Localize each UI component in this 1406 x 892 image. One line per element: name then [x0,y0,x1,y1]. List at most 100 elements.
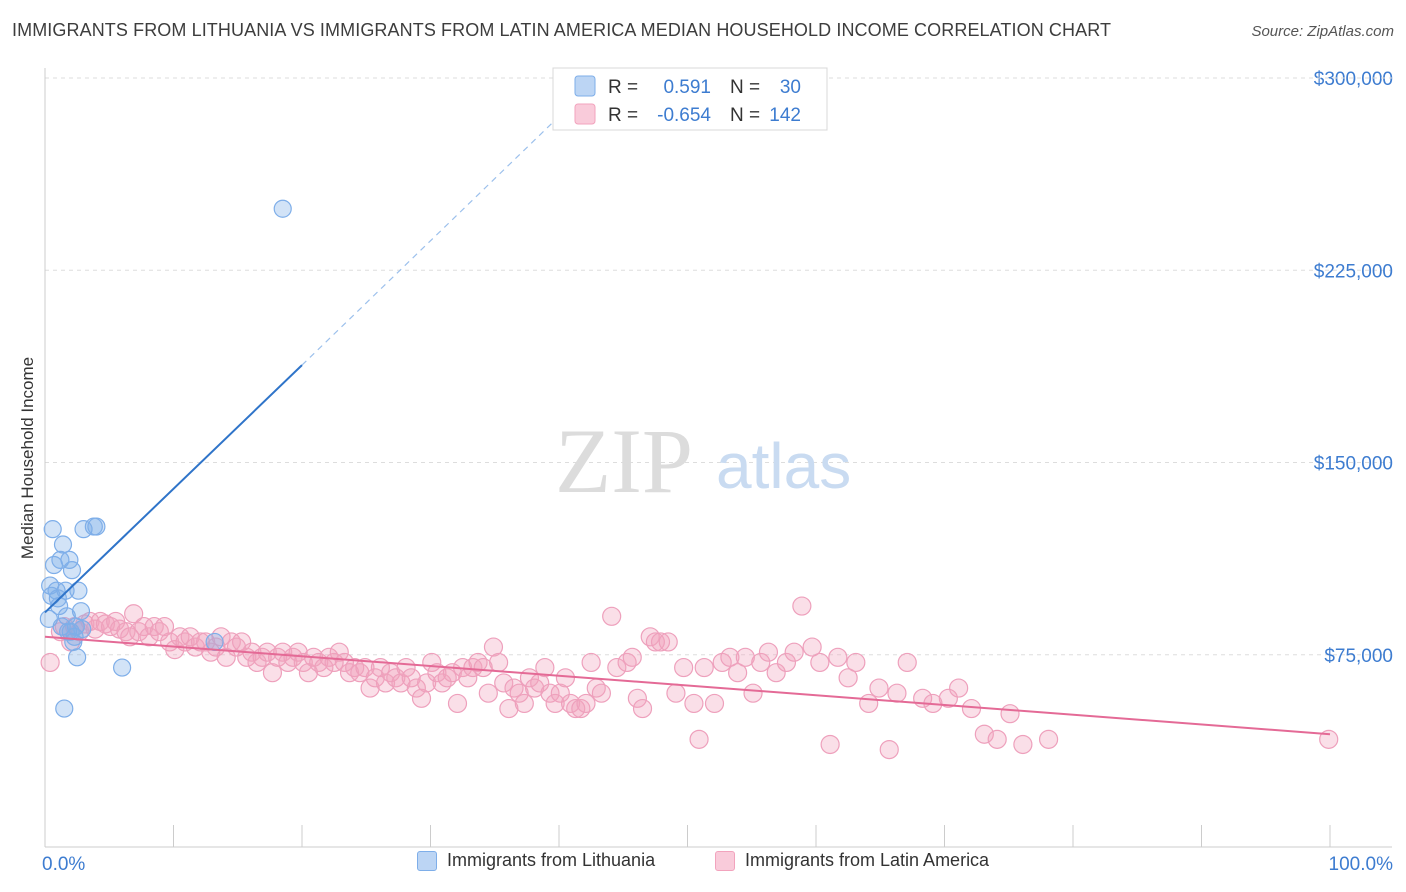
y-tick-label: $75,000 [1324,646,1393,667]
latin-america-point [540,683,560,703]
watermark-atlas: atlas [716,430,851,502]
lithuania-trend-extension [301,116,560,366]
latin-america-point [658,632,678,652]
latin-america-point [961,698,982,719]
latin-america-trend-line [44,635,1331,736]
latin-america-point [545,693,565,714]
latin-america-point [632,698,653,719]
latin-america-point [1038,729,1059,749]
latin-america-point [334,652,355,673]
latin-america-point [190,632,211,652]
latin-america-point [417,673,437,693]
legend-r-value: 0.591 [663,77,711,98]
latin-america-point [139,627,159,647]
trend-lines [44,116,1331,736]
latin-america-point [743,683,763,703]
legend-item-latin-america[interactable]: Immigrants from Latin America [715,850,989,871]
lithuania-point [68,648,87,667]
y-tick-label: $300,000 [1314,69,1393,90]
latin-america-point [820,734,840,755]
latin-america-point [566,698,586,719]
latin-america-point [514,693,534,714]
legend-label-lithuania: Immigrants from Lithuania [447,850,656,870]
latin-america-point [360,678,380,698]
latin-america-point [674,657,694,678]
latin-america-point [802,637,822,657]
latin-america-point [617,652,637,673]
latin-america-point [838,668,858,688]
latin-america-point [949,678,969,698]
latin-america-point [576,693,596,714]
latin-america-point [345,657,365,678]
latin-america-point [40,652,60,673]
legend-item-lithuania[interactable]: Immigrants from Lithuania [417,850,655,871]
legend-swatch-lithuania [417,850,437,871]
source-note: Source: ZipAtlas.com [1251,23,1394,40]
latin-america-point [375,673,396,693]
lithuania-point [56,581,75,600]
latin-america-point [120,627,140,647]
lithuania-point [48,589,67,608]
latin-america-point [365,668,385,688]
latin-america-point [206,637,226,657]
latin-america-point [154,616,175,637]
correlation-legend: R = 0.591 N = 30 R = -0.654 N = 142 [552,67,828,131]
latin-america-point [550,683,570,703]
latin-america-point [720,647,740,667]
latin-america-point [406,678,426,698]
latin-america-point [869,678,889,698]
latin-america-point [560,693,581,714]
legend-r-label: R = [608,105,638,126]
lithuania-point [273,199,292,218]
latin-america-point [810,652,830,673]
lithuania-point [53,535,73,554]
latin-america-point [1013,734,1033,755]
latin-america-point [489,652,509,673]
latin-america-point [165,640,185,660]
latin-america-point [216,647,236,667]
latin-america-point [262,663,283,683]
latin-america-point [293,652,313,673]
latin-america-point [401,668,421,688]
latin-america-point [201,642,221,662]
latin-america-point [766,663,786,683]
latin-america-point [607,657,627,678]
chart-title: IMMIGRANTS FROM LITHUANIA VS IMMIGRANTS … [12,20,1112,40]
latin-america-point [828,647,848,667]
latin-america-point [776,652,797,673]
latin-america-point [689,729,709,749]
latin-america-point [887,683,907,703]
lithuania-point [55,699,74,718]
latin-america-point [391,673,411,693]
latin-america-point [897,652,917,673]
latin-america-point [437,668,457,688]
latin-america-point [846,652,866,673]
latin-america-point [447,693,468,714]
lithuania-point [69,581,88,600]
latin-america-point [627,688,647,708]
latin-america-point [666,683,686,703]
latin-america-point [273,642,293,662]
x-tick-label: 100.0% [1329,854,1394,875]
latin-america-point [355,657,375,678]
latin-america-point [129,622,149,642]
latin-america-point [622,647,642,667]
lithuania-point [43,520,62,539]
latin-america-point [149,622,169,642]
latin-america-point [640,627,660,647]
latin-america-point [535,657,555,678]
latin-america-point [694,657,714,678]
latin-america-point [124,604,144,624]
latin-america-point [987,729,1007,749]
axes: 0.0% 100.0% [42,68,1393,875]
latin-america-point [494,673,514,693]
latin-america-point [432,673,452,693]
latin-america-point [468,652,488,673]
latin-america-point [1319,729,1339,749]
latin-america-point [350,663,370,683]
latin-america-point [509,683,529,703]
latin-america-point [555,668,576,688]
latin-america-point [339,663,360,683]
legend-r-value: -0.654 [657,105,711,126]
